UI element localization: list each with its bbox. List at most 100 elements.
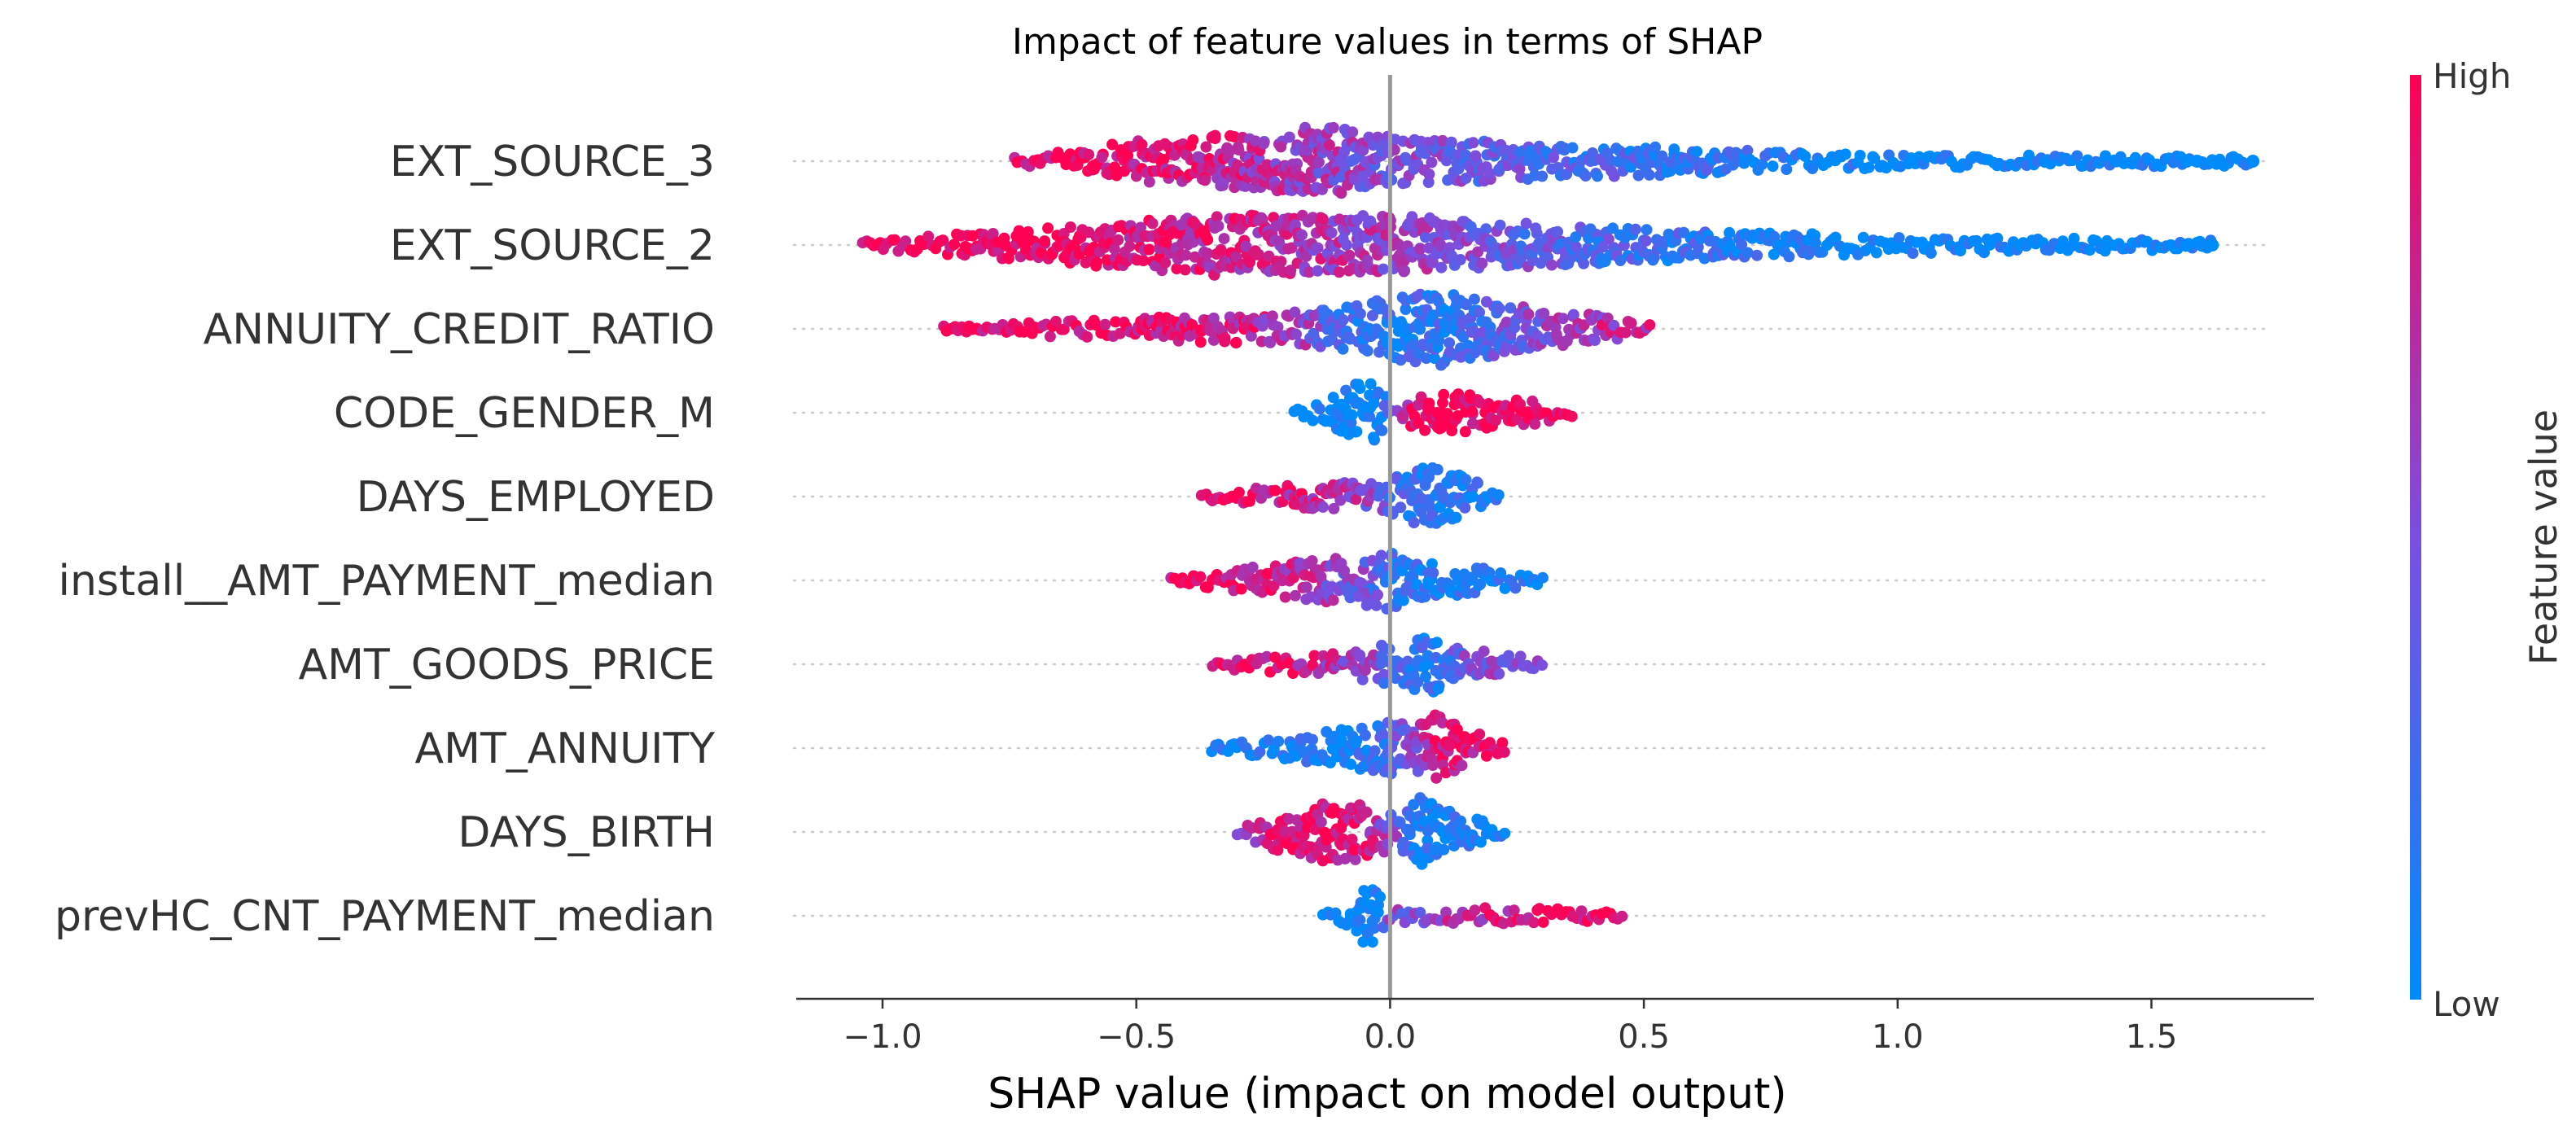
shap-point <box>1520 217 1532 230</box>
shap-point <box>1508 904 1520 917</box>
shap-point <box>1625 317 1637 329</box>
shap-point <box>1349 853 1361 865</box>
shap-point <box>1457 330 1470 343</box>
shap-point <box>1369 745 1381 757</box>
shap-point <box>1561 169 1573 180</box>
shap-point <box>1372 906 1384 918</box>
shap-point <box>1199 174 1211 186</box>
shap-point <box>1427 567 1439 579</box>
shap-point <box>1083 148 1095 160</box>
shap-point <box>1567 309 1579 321</box>
shap-point <box>1270 220 1281 232</box>
shap-point <box>1303 266 1315 278</box>
shap-point <box>1799 151 1812 163</box>
shap-point <box>1579 170 1592 182</box>
shap-point <box>1829 231 1842 243</box>
shap-point <box>1419 231 1431 243</box>
shap-point <box>1527 917 1540 929</box>
shap-point <box>987 228 999 239</box>
shap-point <box>1440 906 1452 918</box>
colorbar-low-label: Low <box>2433 984 2500 1024</box>
feature-swarm <box>1316 884 1628 948</box>
shap-point <box>1412 676 1424 689</box>
shap-point <box>1301 145 1313 156</box>
colorbar-gradient <box>2410 75 2421 1000</box>
shap-point <box>1474 836 1487 848</box>
shap-point <box>1327 121 1339 133</box>
shap-point <box>1365 215 1377 227</box>
shap-point <box>1495 567 1507 579</box>
shap-point <box>1602 233 1614 245</box>
shap-point <box>1348 843 1360 856</box>
shap-point <box>1211 211 1223 223</box>
shap-point <box>1435 261 1448 274</box>
shap-point <box>1345 758 1357 770</box>
shap-point <box>1469 904 1481 917</box>
colorbar-high-label: High <box>2433 56 2512 96</box>
shap-point <box>1499 582 1511 594</box>
colorbar: High Low Feature value <box>2410 56 2565 1024</box>
shap-point <box>1022 225 1034 238</box>
feature-label: CODE_GENDER_M <box>334 389 715 438</box>
shap-point <box>1751 249 1763 261</box>
shap-point <box>1438 843 1450 856</box>
shap-point <box>1446 250 1458 262</box>
shap-point <box>1356 484 1369 497</box>
colorbar-title: Feature value <box>2521 409 2565 665</box>
shap-point <box>1607 222 1619 234</box>
shap-point <box>1303 317 1315 330</box>
shap-point <box>1426 759 1439 771</box>
shap-point <box>1768 248 1780 260</box>
shap-point <box>1368 431 1380 444</box>
shap-point <box>1283 657 1295 669</box>
shap-point <box>1566 410 1578 422</box>
shap-point <box>1171 263 1183 274</box>
shap-point <box>1039 235 1050 247</box>
shap-point <box>2068 232 2080 244</box>
shap-point <box>1857 231 1869 243</box>
x-axis-title: SHAP value (impact on model output) <box>988 1070 1786 1118</box>
shap-point <box>1108 243 1120 255</box>
feature-labels: EXT_SOURCE_3 EXT_SOURCE_2 ANNUITY_CREDIT_R… <box>55 138 715 941</box>
shap-point <box>1691 146 1703 158</box>
shap-point <box>1096 151 1108 164</box>
shap-point <box>1407 339 1419 351</box>
shap-point <box>1360 729 1371 742</box>
shap-point <box>1180 249 1192 261</box>
shap-point <box>1143 243 1155 256</box>
shap-point <box>1356 673 1369 685</box>
shap-point <box>1496 737 1509 749</box>
shap-point <box>1419 424 1431 436</box>
feature-swarm <box>1165 548 1549 615</box>
shap-point <box>1398 265 1410 278</box>
feature-label: DAYS_EMPLOYED <box>357 473 715 522</box>
shap-point <box>889 234 901 246</box>
shap-point <box>1415 391 1427 403</box>
shap-point <box>1372 589 1383 601</box>
x-tick-label: 0.0 <box>1365 1018 1417 1056</box>
shap-point <box>1741 247 1754 259</box>
shap-point <box>1268 580 1280 592</box>
feature-label: install__AMT_PAYMENT_median <box>59 557 715 606</box>
shap-point <box>1455 815 1467 827</box>
shap-point <box>1325 227 1338 239</box>
shap-point <box>1106 138 1119 151</box>
shap-point <box>1275 141 1287 153</box>
shap-point <box>1530 222 1542 234</box>
shap-point <box>1414 243 1426 256</box>
shap-point <box>1340 239 1352 251</box>
shap-point <box>1839 148 1851 160</box>
shap-point <box>1273 735 1285 747</box>
shap-point <box>1466 405 1478 418</box>
shap-point <box>1493 303 1505 315</box>
shap-point <box>1327 594 1339 606</box>
shap-point <box>1644 319 1656 331</box>
shap-point <box>2083 244 2096 256</box>
shap-point <box>1334 186 1347 199</box>
shap-point <box>1308 327 1320 339</box>
feature-swarm <box>856 209 2219 281</box>
shap-point <box>1229 131 1240 142</box>
shap-point <box>1311 242 1323 254</box>
shap-point <box>1781 164 1793 175</box>
shap-point <box>1868 152 1881 164</box>
